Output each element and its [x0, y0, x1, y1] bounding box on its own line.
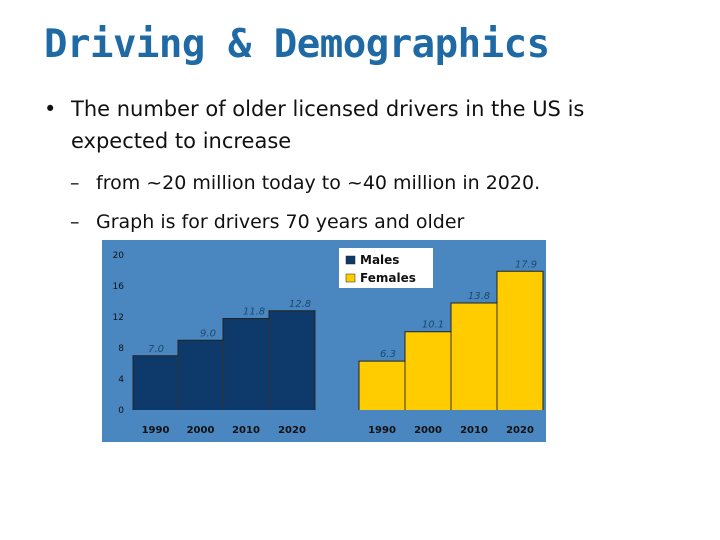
x-tick-label: 1990: [368, 425, 396, 436]
x-tick-label: 2020: [506, 425, 534, 436]
y-tick-label: 20: [113, 251, 125, 261]
step-bar-males-2000: [178, 340, 223, 410]
data-label: 13.8: [468, 291, 490, 302]
drivers-chart-svg: 0 4 8 12 16 20 7.0 9.0 11.8 12.8 1990 2000 2010 2020 6…: [102, 240, 546, 442]
step-bar-males-1990: [133, 355, 178, 410]
dash-marker: –: [70, 172, 80, 194]
dash-marker: –: [70, 211, 80, 233]
series-outline-males: [132, 310, 316, 410]
data-label: 9.0: [200, 328, 216, 339]
y-tick-label: 12: [113, 313, 124, 323]
y-tick-label: 16: [113, 282, 125, 292]
sub-bullet-1-text: from ~20 million today to ~40 million in…: [96, 172, 541, 194]
step-bar-males-2010: [223, 318, 269, 410]
step-bar-males-2020: [269, 310, 315, 410]
y-tick-label: 0: [118, 406, 124, 416]
x-tick-label: 2000: [187, 425, 215, 436]
sub-bullet-1: – from ~20 million today to ~40 million i…: [70, 172, 670, 194]
y-tick-label: 4: [118, 375, 124, 385]
step-bar-females-1990: [359, 361, 405, 410]
drivers-chart: 0 4 8 12 16 20 7.0 9.0 11.8 12.8 1990 2000 2010 2020 6…: [102, 240, 546, 442]
x-tick-label: 1990: [142, 425, 170, 436]
data-label: 12.8: [289, 299, 311, 310]
sub-bullet-2-text: Graph is for drivers 70 years and older: [96, 211, 465, 233]
series-outline-females: [358, 270, 544, 410]
legend-label-females: Females: [360, 271, 416, 285]
step-bar-females-2010: [451, 303, 497, 410]
data-label: 7.0: [148, 344, 164, 355]
x-tick-label: 2010: [460, 425, 488, 436]
data-label: 6.3: [380, 349, 396, 360]
main-bullet: • The number of older licensed drivers i…: [44, 93, 684, 157]
sub-bullet-2: – Graph is for drivers 70 years and older: [70, 211, 670, 233]
y-tick-label: 8: [118, 344, 124, 354]
data-label: 11.8: [243, 307, 265, 318]
step-bar-females-2020: [497, 271, 543, 410]
data-label: 17.9: [515, 259, 537, 270]
x-tick-label: 2000: [414, 425, 442, 436]
page-title: Driving & Demographics: [44, 22, 550, 67]
x-tick-label: 2020: [278, 425, 306, 436]
legend-swatch-females: [345, 273, 356, 283]
data-label: 10.1: [422, 320, 444, 331]
step-bar-females-2000: [405, 331, 451, 410]
legend-swatch-males: [345, 255, 356, 265]
main-bullet-text: The number of older licensed drivers in …: [71, 97, 585, 153]
legend-label-males: Males: [360, 253, 399, 267]
bullet-marker: •: [44, 97, 57, 121]
x-tick-label: 2010: [232, 425, 260, 436]
